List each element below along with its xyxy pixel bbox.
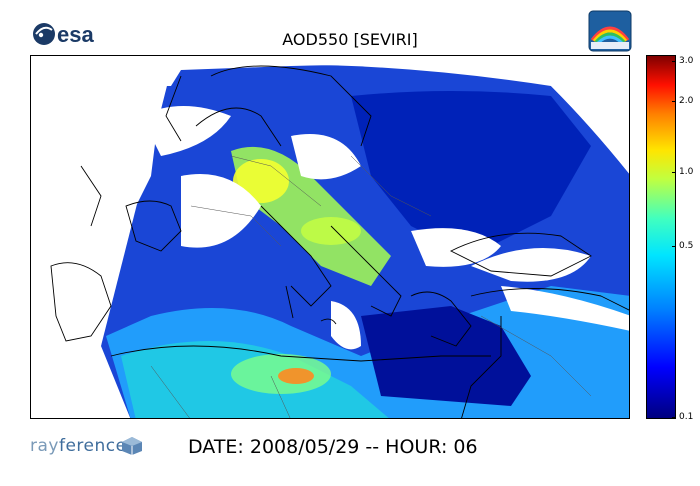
- colorbar-tick-1-0: 1.0: [679, 167, 694, 177]
- aod-colorbar: [646, 55, 676, 419]
- colorbar-tick-0-1: 0.1: [679, 412, 694, 422]
- rayference-logo-light: ray: [30, 436, 59, 456]
- esa-logo-text: esa: [57, 22, 94, 47]
- date-hour-label: DATE: 2008/05/29 -- HOUR: 06: [188, 436, 478, 458]
- esa-logo: esa: [30, 16, 110, 52]
- page-title: AOD550 [SEVIRI]: [282, 30, 418, 49]
- aod-map: [30, 55, 630, 419]
- colorbar-tick-3-0: 3.0: [679, 56, 694, 66]
- app-icon: [588, 10, 632, 52]
- colorbar-tick-0-5: 0.5: [679, 241, 694, 251]
- rayference-cube-icon: [121, 436, 143, 456]
- colorbar-tick-2-0: 2.0: [679, 96, 694, 106]
- rayference-logo: rayference: [30, 436, 127, 456]
- rayference-logo-dark: ference: [58, 436, 127, 456]
